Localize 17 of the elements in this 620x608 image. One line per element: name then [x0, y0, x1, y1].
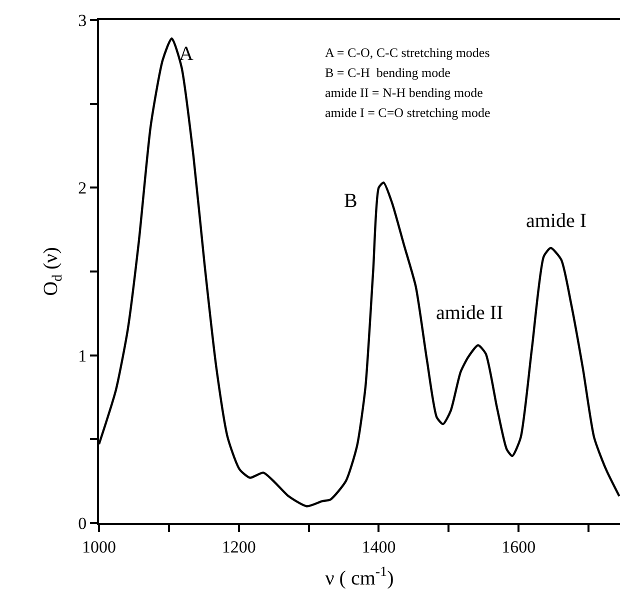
y-tick-label: 1 — [78, 346, 87, 366]
annotation: amide II = N-H bending mode — [325, 85, 484, 100]
x-tick-label: 1600 — [502, 537, 536, 556]
x-axis-title: ν ( cm$^{-1}$) — [325, 565, 394, 590]
x-tick-label: 1200 — [222, 537, 256, 556]
annotation: A — [179, 43, 194, 65]
annotation: B = C-H bending mode — [325, 65, 451, 80]
annotation: B — [344, 190, 358, 212]
annotation: amide II — [436, 302, 504, 324]
annotation: amide I — [526, 210, 587, 232]
y-tick-label: 3 — [78, 10, 87, 30]
x-tick-label: 1000 — [82, 537, 116, 556]
y-tick-label: 2 — [78, 178, 87, 198]
annotation: A = C-O, C-C stretching modes — [325, 45, 490, 60]
y-tick-label: 0 — [78, 514, 87, 533]
x-tick-label: 1400 — [362, 537, 396, 556]
annotation: amide I = C=O stretching mode — [325, 105, 490, 120]
